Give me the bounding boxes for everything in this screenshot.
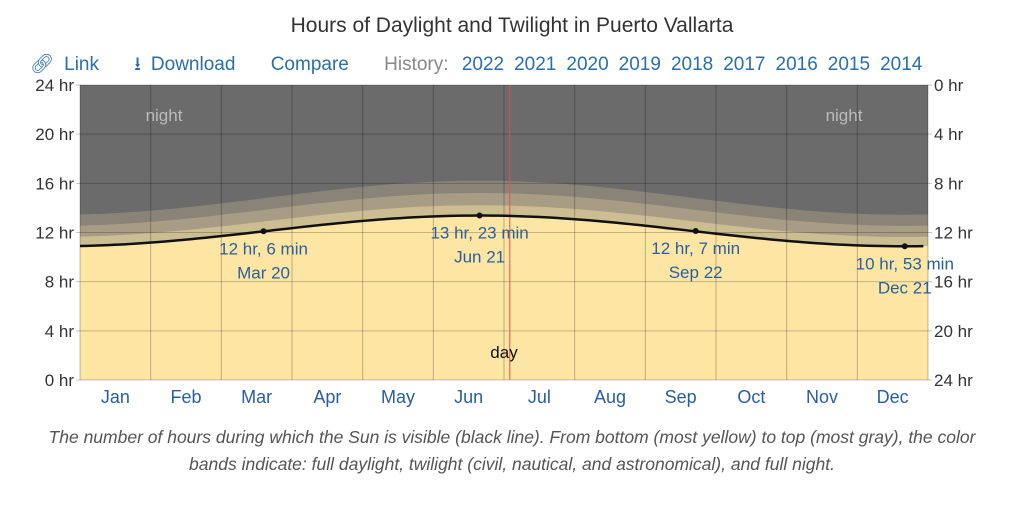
x-tick-month: Mar: [241, 387, 272, 407]
download-button[interactable]: ⭳ Download: [134, 54, 236, 75]
y-tick-left: 12 hr: [35, 224, 74, 243]
y-tick-right: 12 hr: [934, 224, 973, 243]
history-year-2022[interactable]: 2022: [461, 54, 505, 75]
x-tick-month: Jan: [101, 387, 130, 407]
x-tick-month: Oct: [737, 387, 765, 407]
x-tick-month: Dec: [877, 387, 909, 407]
x-tick-month: Sep: [665, 387, 697, 407]
link-button[interactable]: 🔗︎ Link: [30, 54, 99, 75]
annotation-date: Sep 22: [669, 263, 723, 282]
annotation-point: [476, 212, 483, 219]
history-year-2018[interactable]: 2018: [670, 54, 714, 75]
x-tick-month: Nov: [806, 387, 838, 407]
y-tick-left: 16 hr: [35, 174, 74, 193]
y-tick-right: 8 hr: [934, 174, 964, 193]
y-tick-left: 8 hr: [45, 273, 75, 292]
annotation-date: Dec 21: [878, 278, 932, 297]
annotation-point: [692, 228, 699, 235]
y-tick-left: 24 hr: [35, 76, 74, 95]
history-years: 2022 2021 2020 2019 2018 2017 2016 2015 2014: [462, 54, 933, 75]
annotation-point: [901, 243, 908, 250]
annotation-date: Mar 20: [237, 263, 290, 282]
compare-button[interactable]: Compare: [270, 54, 349, 75]
history-year-2014[interactable]: 2014: [880, 54, 923, 75]
daylight-line: [79, 214, 924, 248]
y-tick-left: 4 hr: [45, 322, 75, 341]
x-tick-month: Jun: [454, 387, 483, 407]
x-tick-month: Apr: [313, 387, 341, 407]
history-year-2017[interactable]: 2017: [723, 54, 766, 75]
x-tick-month: Jul: [528, 387, 551, 407]
x-tick-month: Feb: [170, 387, 201, 407]
y-tick-right: 20 hr: [934, 322, 973, 341]
x-tick-month: May: [381, 387, 415, 407]
annotation-date: Jun 21: [454, 248, 505, 267]
y-tick-left: 0 hr: [45, 371, 75, 390]
y-tick-right: 4 hr: [934, 125, 964, 144]
history-label: History:: [384, 54, 449, 75]
y-tick-right: 24 hr: [934, 371, 973, 390]
link-icon: 🔗︎: [30, 54, 55, 75]
history-year-2016[interactable]: 2016: [775, 54, 818, 75]
annotation-value: 12 hr, 6 min: [219, 239, 308, 258]
history-year-2015[interactable]: 2015: [827, 54, 871, 75]
y-tick-left: 20 hr: [35, 125, 74, 144]
annotation-value: 10 hr, 53 min: [856, 254, 954, 273]
toolbar: 🔗︎ Link ⭳ Download Compare History: 2022 20…: [30, 50, 932, 82]
daylight-chart: 24 hr 20 hr 16 hr 12 hr 8 hr 4 hr 0 hr 0 hr 4 hr…: [35, 76, 973, 407]
history-year-2020[interactable]: 2020: [566, 54, 609, 75]
night-label-left: night: [146, 106, 183, 125]
y-tick-right: 16 hr: [934, 273, 973, 292]
day-label: day: [490, 343, 518, 362]
annotation-point: [260, 228, 267, 235]
annotation-value: 13 hr, 23 min: [430, 224, 528, 243]
y-tick-right: 0 hr: [934, 76, 964, 95]
history-year-2021[interactable]: 2021: [514, 54, 557, 75]
night-label-right: night: [826, 106, 863, 125]
chart-title: Hours of Daylight and Twilight in Puerto…: [290, 14, 734, 37]
history-year-2019[interactable]: 2019: [618, 54, 661, 75]
download-icon: ⭳: [134, 54, 141, 75]
annotation-value: 12 hr, 7 min: [651, 239, 740, 258]
x-tick-month: Aug: [594, 387, 626, 407]
daylight-band: [80, 215, 928, 380]
chart-caption: The number of hours during which the Sun…: [48, 427, 976, 474]
